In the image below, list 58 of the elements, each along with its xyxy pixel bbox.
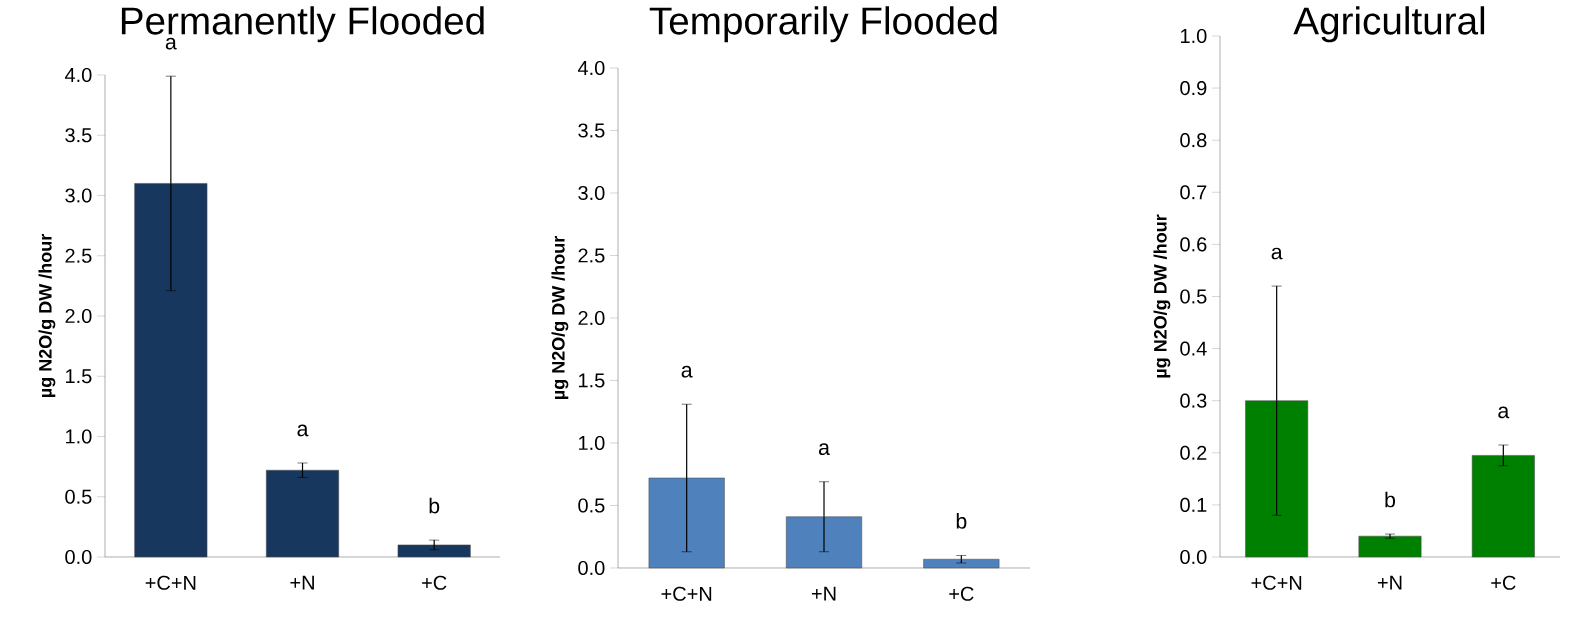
y-tick-label: 2.0 [578, 310, 605, 326]
annotation: a [681, 365, 693, 378]
y-tick-label: 1.5 [579, 373, 605, 388]
y-tick-label: 0.5 [65, 489, 92, 504]
x-tick-label: +C+N [661, 586, 712, 601]
y-axis-title: µg N2O/g DW /hour [38, 234, 56, 397]
bar [923, 558, 1000, 569]
x-tick-label: +N [1377, 575, 1402, 590]
y-tick-label: 1.0 [66, 429, 92, 444]
y-tick-label: 0.1 [1180, 497, 1207, 512]
y-axis-title: µg N2O/g DW /hour [1153, 214, 1171, 378]
y-tick-label: 0.3 [1180, 393, 1207, 408]
x-tick-label: +N [811, 586, 836, 601]
x-tick-label: +C+N [1251, 575, 1302, 590]
y-tick-label: 0.4 [1180, 341, 1207, 356]
y-tick-label: 3.0 [65, 188, 92, 203]
annotation: b [429, 497, 440, 514]
y-tick-label: 0.8 [1180, 133, 1207, 148]
bar [1471, 455, 1535, 558]
bar [785, 516, 863, 569]
y-tick-label: 4.0 [64, 67, 92, 83]
y-tick-label: 3.0 [578, 185, 605, 201]
y-tick-label: 1.0 [1181, 28, 1207, 44]
annotation: a [818, 443, 830, 456]
y-tick-label: 0.0 [65, 549, 92, 565]
y-tick-label: 0.0 [578, 560, 605, 576]
y-tick-label: 3.5 [65, 128, 92, 143]
annotation: a [1498, 406, 1510, 419]
y-axis-title: µg N2O/g DW /hour [551, 236, 569, 399]
y-tick-label: 2.5 [65, 248, 92, 263]
y-tick-label: 2.0 [65, 308, 92, 324]
y-tick-label: 0.9 [1180, 81, 1207, 96]
annotation: b [956, 513, 967, 529]
bar [134, 183, 208, 558]
y-tick-label: 3.5 [578, 123, 605, 138]
chart-title: Agricultural [1293, 6, 1485, 43]
x-tick-label: +C [1491, 575, 1516, 590]
y-tick-label: 0.5 [1180, 289, 1207, 304]
x-tick-label: +C [422, 575, 447, 590]
y-tick-label: 0.0 [1180, 549, 1207, 565]
y-tick-label: 0.2 [1180, 445, 1207, 460]
y-tick-label: 1.0 [579, 435, 605, 451]
bar [397, 544, 471, 558]
chart-title: Temporarily Flooded [649, 6, 997, 43]
x-tick-label: +C [949, 586, 974, 601]
y-tick-label: 2.5 [578, 248, 605, 263]
y-tick-label: 0.6 [1180, 237, 1207, 252]
x-tick-label: +N [290, 575, 314, 590]
annotation: a [1271, 247, 1283, 260]
annotation: b [1385, 491, 1396, 508]
y-tick-label: 0.5 [578, 498, 605, 513]
y-tick-label: 0.7 [1180, 185, 1207, 200]
bar [266, 469, 339, 558]
bar [1358, 535, 1422, 558]
y-tick-label: 1.5 [66, 369, 92, 384]
annotation: a [297, 424, 309, 437]
y-tick-label: 4.0 [577, 60, 605, 76]
x-tick-label: +C+N [145, 575, 196, 590]
